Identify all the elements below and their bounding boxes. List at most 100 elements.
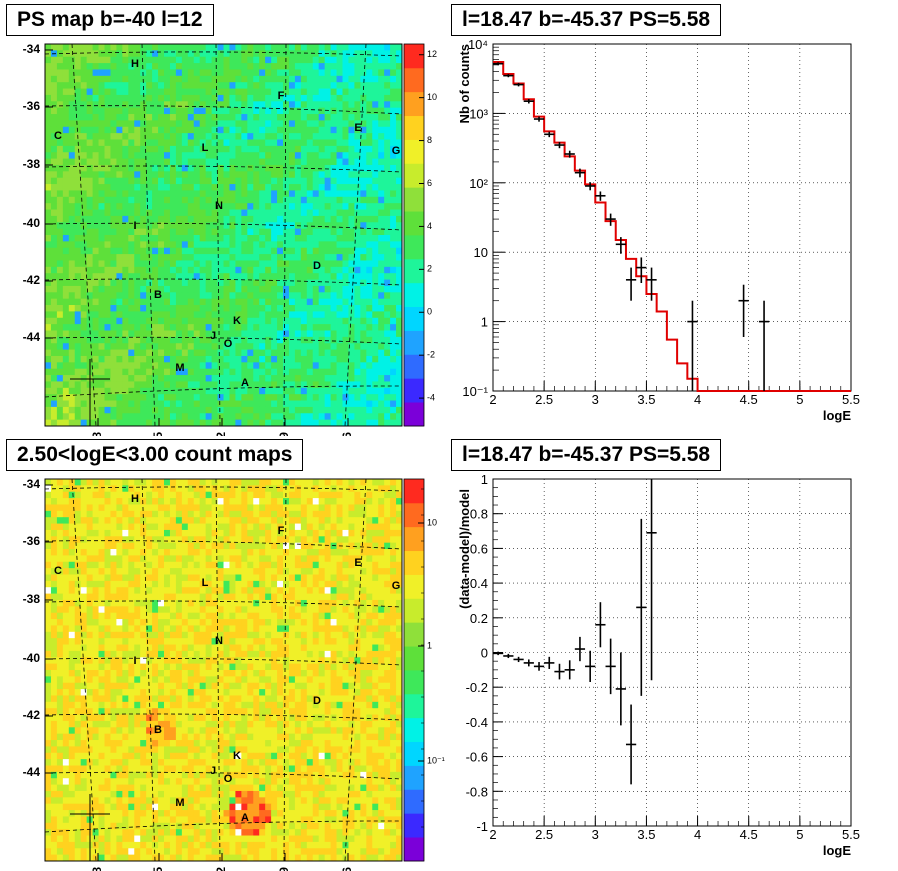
map-pixel <box>80 50 88 58</box>
map-pixel <box>175 587 183 594</box>
map-pixel <box>378 375 385 382</box>
map-pixel <box>205 305 212 312</box>
map-pixel <box>294 114 302 121</box>
map-pixel <box>324 555 331 563</box>
map-pixel <box>253 298 260 306</box>
map-pixel <box>98 273 105 280</box>
map-pixel <box>241 336 248 344</box>
map-pixel <box>336 203 343 210</box>
map-pixel <box>247 279 254 287</box>
map-pixel <box>146 362 153 370</box>
map-pixel <box>80 336 88 344</box>
map-pixel <box>98 222 105 230</box>
map-pixel <box>199 133 207 140</box>
map-pixel <box>378 203 385 210</box>
map-pixel <box>396 171 403 179</box>
map-pixel <box>348 260 355 268</box>
map-pixel <box>384 375 391 382</box>
map-pixel <box>354 222 361 230</box>
map-pixel <box>336 362 343 370</box>
map-pixel <box>312 298 320 306</box>
map-pixel <box>116 549 123 556</box>
map-pixel <box>330 190 337 198</box>
map-pixel <box>199 158 207 166</box>
map-pixel <box>45 114 52 121</box>
map-pixel <box>92 362 99 370</box>
map-pixel <box>306 50 314 58</box>
map-pixel <box>366 587 373 594</box>
map-pixel <box>116 273 123 280</box>
map-pixel <box>390 235 397 242</box>
map-pixel <box>68 266 76 274</box>
map-pixel <box>271 606 278 614</box>
map-pixel <box>116 260 123 268</box>
map-pixel <box>253 419 260 427</box>
count-map-pixels <box>45 479 403 862</box>
map-pixel <box>342 107 349 115</box>
colorbar-tick-label: 2 <box>427 264 432 274</box>
map-pixel <box>98 82 105 89</box>
map-pixel <box>283 387 290 395</box>
map-pixel <box>45 209 52 217</box>
map-pixel <box>146 324 153 331</box>
map-pixel <box>134 324 141 331</box>
map-pixel <box>390 311 397 319</box>
map-pixel <box>223 273 230 280</box>
map-pixel <box>265 336 272 344</box>
map-pixel <box>384 152 391 159</box>
map-pixel <box>56 222 64 230</box>
map-pixel <box>217 568 224 575</box>
map-pixel <box>74 184 82 191</box>
map-pixel <box>86 254 93 261</box>
map-pixel <box>199 561 207 569</box>
map-pixel <box>294 285 302 293</box>
map-pixel <box>235 254 242 261</box>
map-pixel <box>288 63 296 70</box>
map-pixel <box>134 555 141 563</box>
map-pixel <box>384 368 391 376</box>
map-pixel <box>384 400 391 408</box>
map-pixel <box>199 215 207 223</box>
map-pixel <box>241 324 248 331</box>
map-pixel <box>199 491 207 499</box>
map-pixel <box>164 279 171 287</box>
map-pixel <box>68 400 76 408</box>
map-pixel <box>80 599 88 607</box>
map-pixel <box>300 94 308 102</box>
map-pixel <box>175 317 183 325</box>
map-pixel <box>366 343 373 350</box>
map-pixel <box>378 241 385 249</box>
map-pixel <box>330 260 337 268</box>
map-pixel <box>223 133 230 140</box>
map-pixel <box>330 536 337 544</box>
map-pixel <box>336 606 343 614</box>
map-pixel <box>50 184 58 191</box>
map-pixel <box>134 413 141 421</box>
map-pixel <box>116 587 123 594</box>
map-pixel <box>187 510 195 518</box>
map-pixel <box>354 285 361 293</box>
map-pixel <box>152 612 159 620</box>
map-pixel <box>390 133 397 140</box>
map-pixel <box>235 164 242 172</box>
map-pixel <box>247 574 254 582</box>
map-pixel <box>396 298 403 306</box>
map-pixel <box>68 504 76 512</box>
map-pixel <box>140 254 147 261</box>
map-pixel <box>56 69 64 77</box>
map-pixel <box>378 491 385 499</box>
map-pixel <box>384 336 391 344</box>
map-pixel <box>324 56 331 64</box>
map-pixel <box>80 362 88 370</box>
map-pixel <box>277 387 284 395</box>
map-pixel <box>294 215 302 223</box>
map-pixel <box>366 381 373 389</box>
source-label-c: C <box>54 130 62 142</box>
map-pixel <box>158 381 165 389</box>
map-pixel <box>98 171 105 179</box>
map-pixel <box>306 387 314 395</box>
map-pixel <box>396 593 403 601</box>
map-pixel <box>366 485 373 493</box>
map-pixel <box>199 510 207 518</box>
map-pixel <box>92 260 99 268</box>
